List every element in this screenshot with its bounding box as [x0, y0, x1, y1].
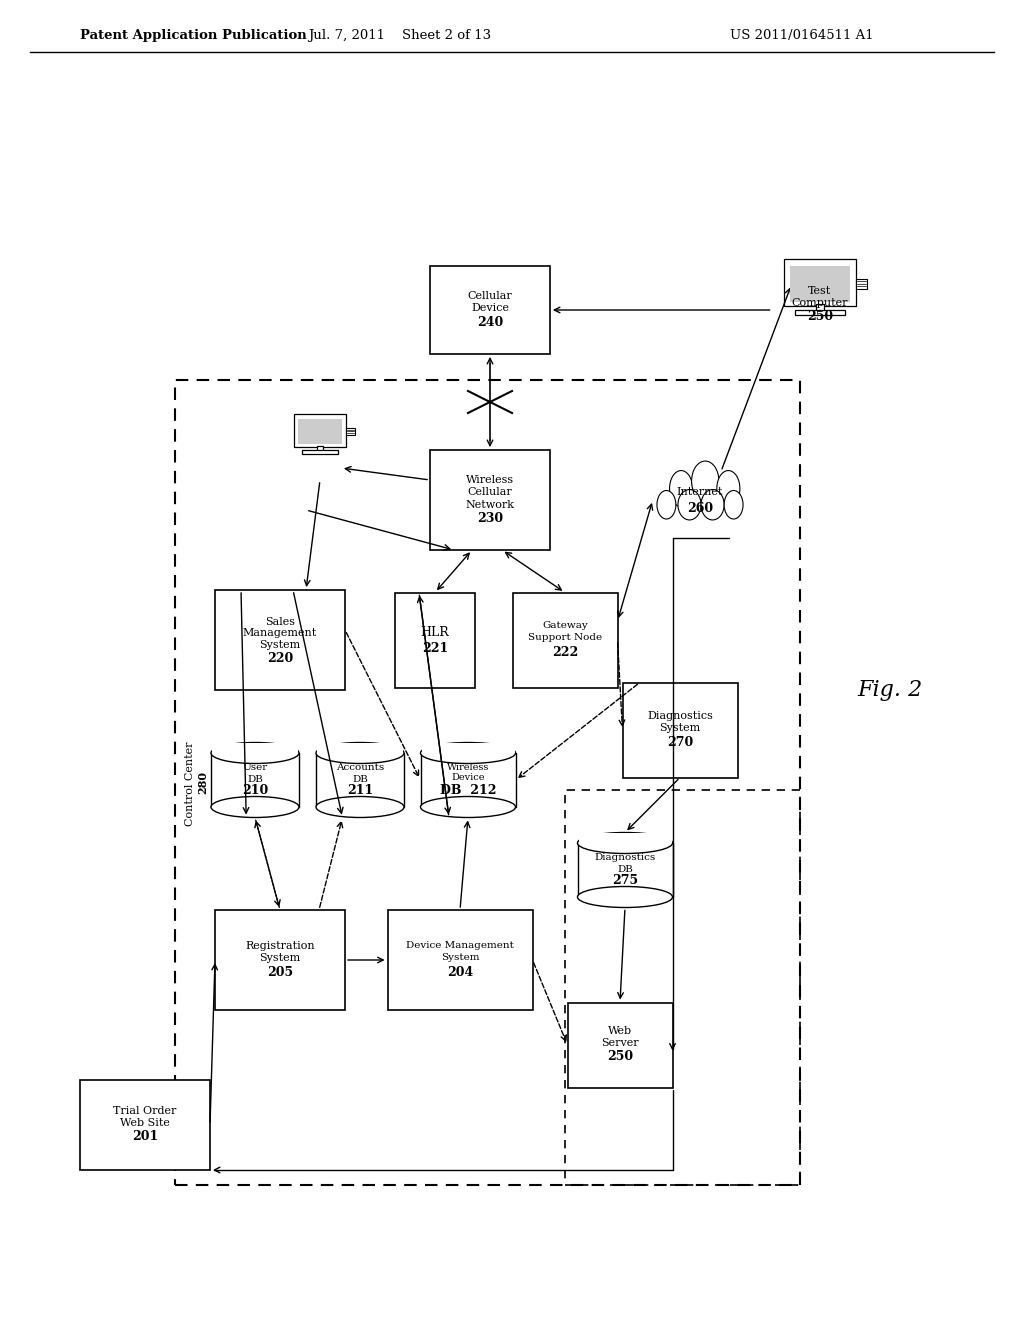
Ellipse shape	[701, 490, 724, 520]
Bar	[317, 742, 403, 752]
Ellipse shape	[724, 491, 743, 519]
Bar	[317, 446, 323, 453]
Text: 222: 222	[552, 645, 579, 659]
Bar	[211, 752, 299, 807]
Ellipse shape	[578, 833, 673, 854]
Ellipse shape	[316, 796, 404, 817]
Text: Patent Application Publication: Patent Application Publication	[80, 29, 307, 41]
Ellipse shape	[421, 742, 515, 763]
Ellipse shape	[316, 742, 404, 763]
Text: 260: 260	[687, 502, 713, 515]
Text: Device: Device	[471, 304, 509, 313]
Text: 280: 280	[197, 771, 208, 795]
Text: 211: 211	[347, 784, 373, 797]
Bar	[430, 267, 550, 354]
Text: Jul. 7, 2011    Sheet 2 of 13: Jul. 7, 2011 Sheet 2 of 13	[308, 29, 492, 41]
Text: 270: 270	[667, 735, 693, 748]
Text: Web: Web	[608, 1026, 632, 1036]
Text: 250: 250	[607, 1051, 633, 1064]
Text: Device: Device	[452, 774, 484, 783]
Text: System: System	[659, 723, 700, 733]
Bar	[215, 909, 345, 1010]
Ellipse shape	[578, 887, 673, 908]
Bar	[565, 789, 800, 1185]
Text: 250: 250	[807, 310, 834, 323]
Text: DB  212: DB 212	[439, 784, 497, 797]
Bar	[578, 843, 673, 898]
Ellipse shape	[691, 461, 719, 502]
Text: HLR: HLR	[421, 626, 450, 639]
Text: Server: Server	[601, 1038, 639, 1048]
Bar	[302, 450, 338, 454]
Text: Registration: Registration	[245, 941, 314, 950]
Text: Network: Network	[466, 500, 514, 510]
Text: Cellular: Cellular	[468, 290, 512, 301]
Text: Wireless: Wireless	[446, 763, 489, 771]
Text: Management: Management	[243, 628, 317, 638]
Bar	[316, 752, 404, 807]
Bar	[395, 593, 475, 688]
Bar	[430, 450, 550, 550]
Ellipse shape	[211, 796, 299, 817]
Text: Test: Test	[808, 286, 831, 296]
Text: 275: 275	[612, 874, 638, 887]
Text: 204: 204	[446, 965, 473, 978]
Text: System: System	[259, 640, 301, 649]
Text: Diagnostics: Diagnostics	[594, 854, 655, 862]
Ellipse shape	[657, 491, 676, 519]
Bar	[856, 279, 867, 289]
Bar	[421, 752, 515, 807]
Text: DB: DB	[352, 775, 368, 784]
Text: Accounts: Accounts	[336, 763, 384, 772]
Text: User: User	[243, 763, 267, 772]
Ellipse shape	[678, 490, 701, 520]
Bar	[80, 1080, 210, 1170]
Bar	[422, 742, 514, 752]
Text: US 2011/0164511 A1: US 2011/0164511 A1	[730, 29, 873, 41]
Text: Sales: Sales	[265, 616, 295, 627]
Text: 210: 210	[242, 784, 268, 797]
Text: Control Center: Control Center	[185, 738, 195, 826]
Bar	[623, 682, 737, 777]
Text: Fig. 2: Fig. 2	[857, 678, 923, 701]
Text: Trial Order: Trial Order	[114, 1106, 177, 1115]
Ellipse shape	[211, 742, 299, 763]
Text: Cellular: Cellular	[468, 487, 512, 498]
Text: Diagnostics: Diagnostics	[647, 711, 713, 721]
Bar	[294, 414, 346, 447]
Text: System: System	[440, 953, 479, 962]
Bar	[795, 310, 845, 315]
Text: DB: DB	[247, 775, 263, 784]
Bar	[298, 420, 342, 444]
Bar	[816, 304, 823, 314]
Bar	[784, 259, 856, 306]
Text: 230: 230	[477, 511, 503, 524]
Text: Internet: Internet	[677, 487, 723, 498]
Ellipse shape	[421, 796, 515, 817]
Bar	[579, 833, 672, 843]
Bar	[567, 1002, 673, 1088]
Text: System: System	[259, 953, 301, 964]
Text: 220: 220	[267, 652, 293, 664]
Text: 240: 240	[477, 315, 503, 329]
Bar	[346, 428, 354, 436]
Text: Computer: Computer	[792, 298, 848, 308]
Text: Web Site: Web Site	[120, 1118, 170, 1129]
Text: 201: 201	[132, 1130, 158, 1143]
Text: Wireless: Wireless	[466, 475, 514, 484]
Ellipse shape	[717, 470, 740, 507]
Bar	[387, 909, 532, 1010]
Bar	[175, 380, 800, 1185]
Text: 221: 221	[422, 642, 449, 655]
Text: 205: 205	[267, 965, 293, 978]
Ellipse shape	[670, 470, 692, 507]
Bar	[215, 590, 345, 690]
Bar	[212, 742, 298, 752]
Text: Gateway: Gateway	[542, 622, 588, 631]
Text: Device Management: Device Management	[407, 941, 514, 950]
Bar	[512, 593, 617, 688]
Bar	[790, 267, 850, 301]
Text: DB: DB	[617, 865, 633, 874]
Text: Support Node: Support Node	[528, 634, 602, 643]
